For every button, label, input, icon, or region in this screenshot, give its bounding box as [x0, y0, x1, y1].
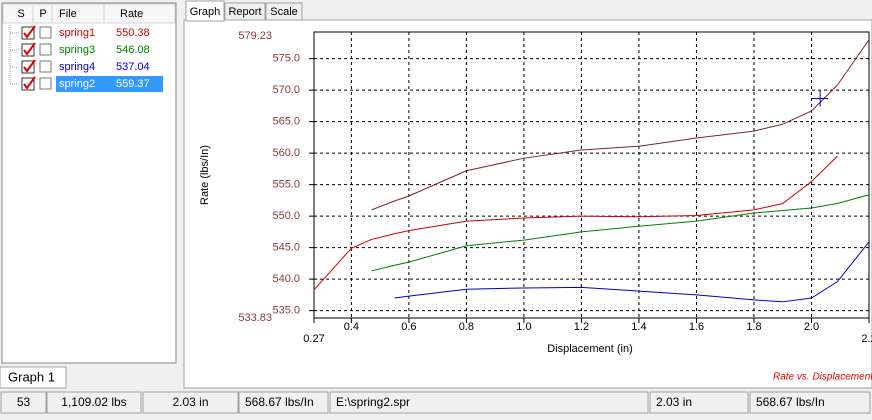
check-mark — [23, 42, 36, 56]
tab[interactable] — [265, 2, 303, 21]
status-cell — [46, 391, 142, 414]
y-tick-label: 533.83 — [238, 312, 272, 324]
file-name[interactable]: spring2 — [59, 78, 95, 90]
checkbox-p[interactable] — [39, 60, 52, 73]
y-tick-label: 545.0 — [272, 242, 300, 254]
x-tick-label: 1.0 — [516, 321, 531, 333]
y-axis-label: Rate (lbs/In) — [199, 145, 211, 205]
x-tick-label: 2.0 — [804, 321, 819, 333]
y-tick-label: 535.0 — [272, 305, 300, 317]
y-tick-label: 570.0 — [272, 84, 300, 96]
status-cell — [238, 391, 329, 414]
checkbox-p[interactable] — [39, 77, 52, 90]
file-rate: 546.08 — [116, 44, 150, 56]
status-cell — [142, 391, 239, 414]
y-tick-label: 540.0 — [272, 273, 300, 285]
checkbox-p[interactable] — [39, 26, 52, 39]
check-mark — [23, 25, 36, 39]
status-cell — [329, 391, 649, 414]
column-header: File — [59, 8, 77, 20]
bottom-tab-label[interactable]: Graph 1 — [8, 369, 55, 384]
status-cell — [749, 391, 871, 414]
file-name[interactable]: spring1 — [59, 27, 95, 39]
list-header — [2, 3, 176, 24]
cursor — [812, 90, 829, 107]
x-tick-label: 0.8 — [459, 321, 474, 333]
column-header: P — [39, 8, 46, 20]
bottom-tab[interactable] — [0, 366, 67, 389]
series-line — [394, 241, 870, 303]
x-tick-label: 0.4 — [344, 321, 359, 333]
file-name[interactable]: spring3 — [59, 44, 95, 56]
file-rate: 559.37 — [116, 78, 150, 90]
x-tick-label: 1.2 — [574, 321, 589, 333]
series-line — [371, 39, 870, 211]
status-text: 568.67 lbs/In — [756, 395, 825, 409]
series-line — [313, 155, 838, 291]
chart-title: Rate vs. Displacement — [773, 372, 872, 383]
tab-label[interactable]: Scale — [270, 6, 298, 18]
file-name[interactable]: spring4 — [59, 61, 95, 73]
tab-label[interactable]: Report — [228, 6, 261, 18]
tab[interactable] — [185, 0, 225, 22]
y-tick-label: 550.0 — [272, 210, 300, 222]
status-cell — [0, 391, 47, 414]
x-tick-label: 1.8 — [746, 321, 761, 333]
check-mark — [23, 59, 36, 73]
selected-row — [56, 76, 163, 92]
y-tick-label: 565.0 — [272, 116, 300, 128]
x-tick-label: 1.4 — [631, 321, 646, 333]
x-tick-label: 0.27 — [303, 333, 324, 345]
check-mark — [23, 76, 36, 90]
tab[interactable] — [224, 2, 266, 21]
status-text: 2.03 in — [656, 395, 692, 409]
tab-label[interactable]: Graph — [190, 6, 221, 18]
column-header: S — [17, 8, 24, 20]
y-tick-label: 579.23 — [238, 30, 272, 42]
file-list-panel — [1, 2, 177, 364]
y-tick-label: 575.0 — [272, 53, 300, 65]
status-text: 2.03 in — [172, 395, 208, 409]
file-rate: 550.38 — [116, 27, 150, 39]
file-rate: 537.04 — [116, 61, 150, 73]
status-cell — [649, 391, 749, 414]
status-text: E:\spring2.spr — [336, 395, 410, 409]
y-tick-label: 555.0 — [272, 179, 300, 191]
x-tick-label: 1.6 — [689, 321, 704, 333]
x-tick-label: 2.2 — [861, 333, 872, 345]
column-header: Rate — [120, 8, 143, 20]
status-text: 53 — [17, 395, 31, 409]
y-tick-label: 560.0 — [272, 147, 300, 159]
series-line — [371, 194, 870, 272]
x-tick-label: 0.6 — [401, 321, 416, 333]
x-axis-label: Displacement (in) — [547, 343, 633, 355]
plot-area — [313, 31, 870, 319]
checkbox-p[interactable] — [39, 43, 52, 56]
status-text: 1,109.02 lbs — [61, 395, 126, 409]
status-text: 568.67 lbs/In — [245, 395, 314, 409]
